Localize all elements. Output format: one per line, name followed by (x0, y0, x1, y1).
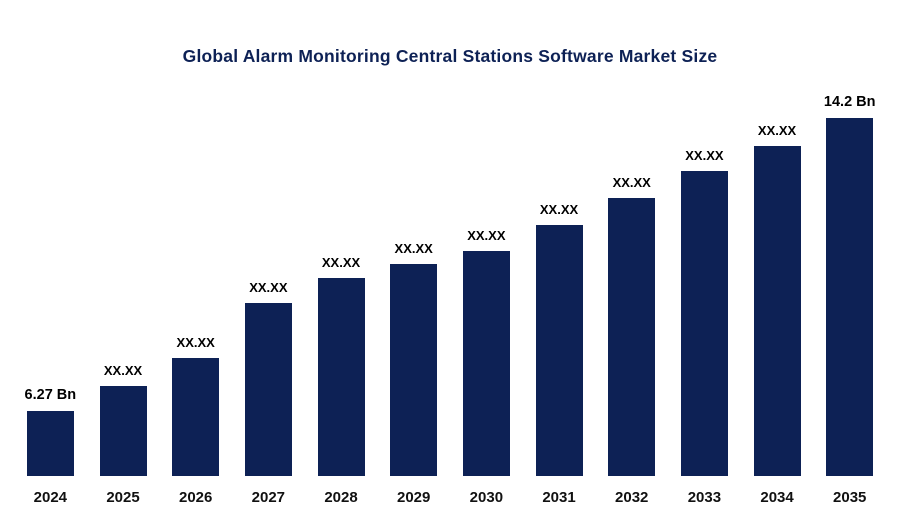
bar-2035 (826, 118, 874, 476)
bar-group-2032: XX.XX 2032 (595, 175, 668, 507)
bar-2030 (462, 251, 510, 476)
x-axis-label-2028: 2028 (324, 489, 358, 506)
bar-group-2026: XX.XX 2026 (159, 335, 232, 507)
x-axis-label-2026: 2026 (178, 489, 213, 506)
bar-2025 (99, 386, 147, 476)
x-axis-label-2032: 2032 (615, 489, 649, 506)
bar-chart: 6.27 Bn 2024 XX.XX 2025 XX.XX 2026 XX.XX 2027 XX… (14, 77, 886, 507)
x-axis-label-2024: 2024 (33, 489, 68, 506)
bar-2024 (26, 411, 74, 476)
bar-group-2035: 14.2 Bn 2035 (813, 94, 886, 507)
bar-value-label: XX.XX (467, 228, 506, 243)
x-axis-label-2027: 2027 (251, 489, 286, 506)
x-axis-label-2030: 2030 (469, 489, 504, 506)
bar-value-label: XX.XX (394, 241, 433, 256)
x-axis-label-2031: 2031 (542, 489, 576, 506)
bar-value-label: XX.XX (176, 335, 215, 350)
bar-value-label: XX.XX (249, 280, 288, 295)
bar-value-label: XX.XX (321, 255, 361, 270)
x-axis-label-2035: 2035 (833, 489, 867, 506)
bar-2031 (535, 225, 583, 476)
bar-group-2033: XX.XX 2033 (668, 148, 741, 507)
bar-2034 (753, 146, 801, 476)
bar-group-2027: XX.XX 2027 (232, 280, 305, 507)
x-axis-label-2029: 2029 (397, 489, 431, 506)
bar-value-label: 14.2 Bn (823, 94, 876, 110)
bar-group-2029: XX.XX 2029 (377, 241, 450, 507)
bar-2029 (390, 264, 438, 476)
bar-value-label: XX.XX (757, 123, 797, 138)
bar-group-2034: XX.XX 2034 (741, 123, 814, 507)
bar-group-2024: 6.27 Bn 2024 (14, 387, 87, 507)
bar-value-label: 6.27 Bn (24, 387, 77, 403)
bar-2032 (608, 198, 656, 476)
bar-value-label: XX.XX (103, 363, 143, 378)
bar-group-2031: XX.XX 2031 (523, 202, 596, 507)
x-axis-label-2025: 2025 (106, 489, 140, 506)
bar-group-2030: XX.XX 2030 (450, 228, 523, 507)
bar-value-label: XX.XX (539, 202, 579, 217)
x-axis-label-2033: 2033 (687, 489, 722, 506)
bar-2027 (244, 303, 292, 476)
bar-group-2025: XX.XX 2025 (87, 363, 160, 507)
bar-value-label: XX.XX (612, 175, 651, 190)
bar-2033 (680, 171, 728, 476)
bar-group-2028: XX.XX 2028 (305, 255, 378, 507)
chart-title: Global Alarm Monitoring Central Stations… (182, 46, 718, 66)
bar-2026 (172, 358, 220, 476)
x-axis-label-2034: 2034 (760, 489, 794, 506)
bar-value-label: XX.XX (685, 148, 724, 163)
bar-2028 (317, 278, 365, 476)
